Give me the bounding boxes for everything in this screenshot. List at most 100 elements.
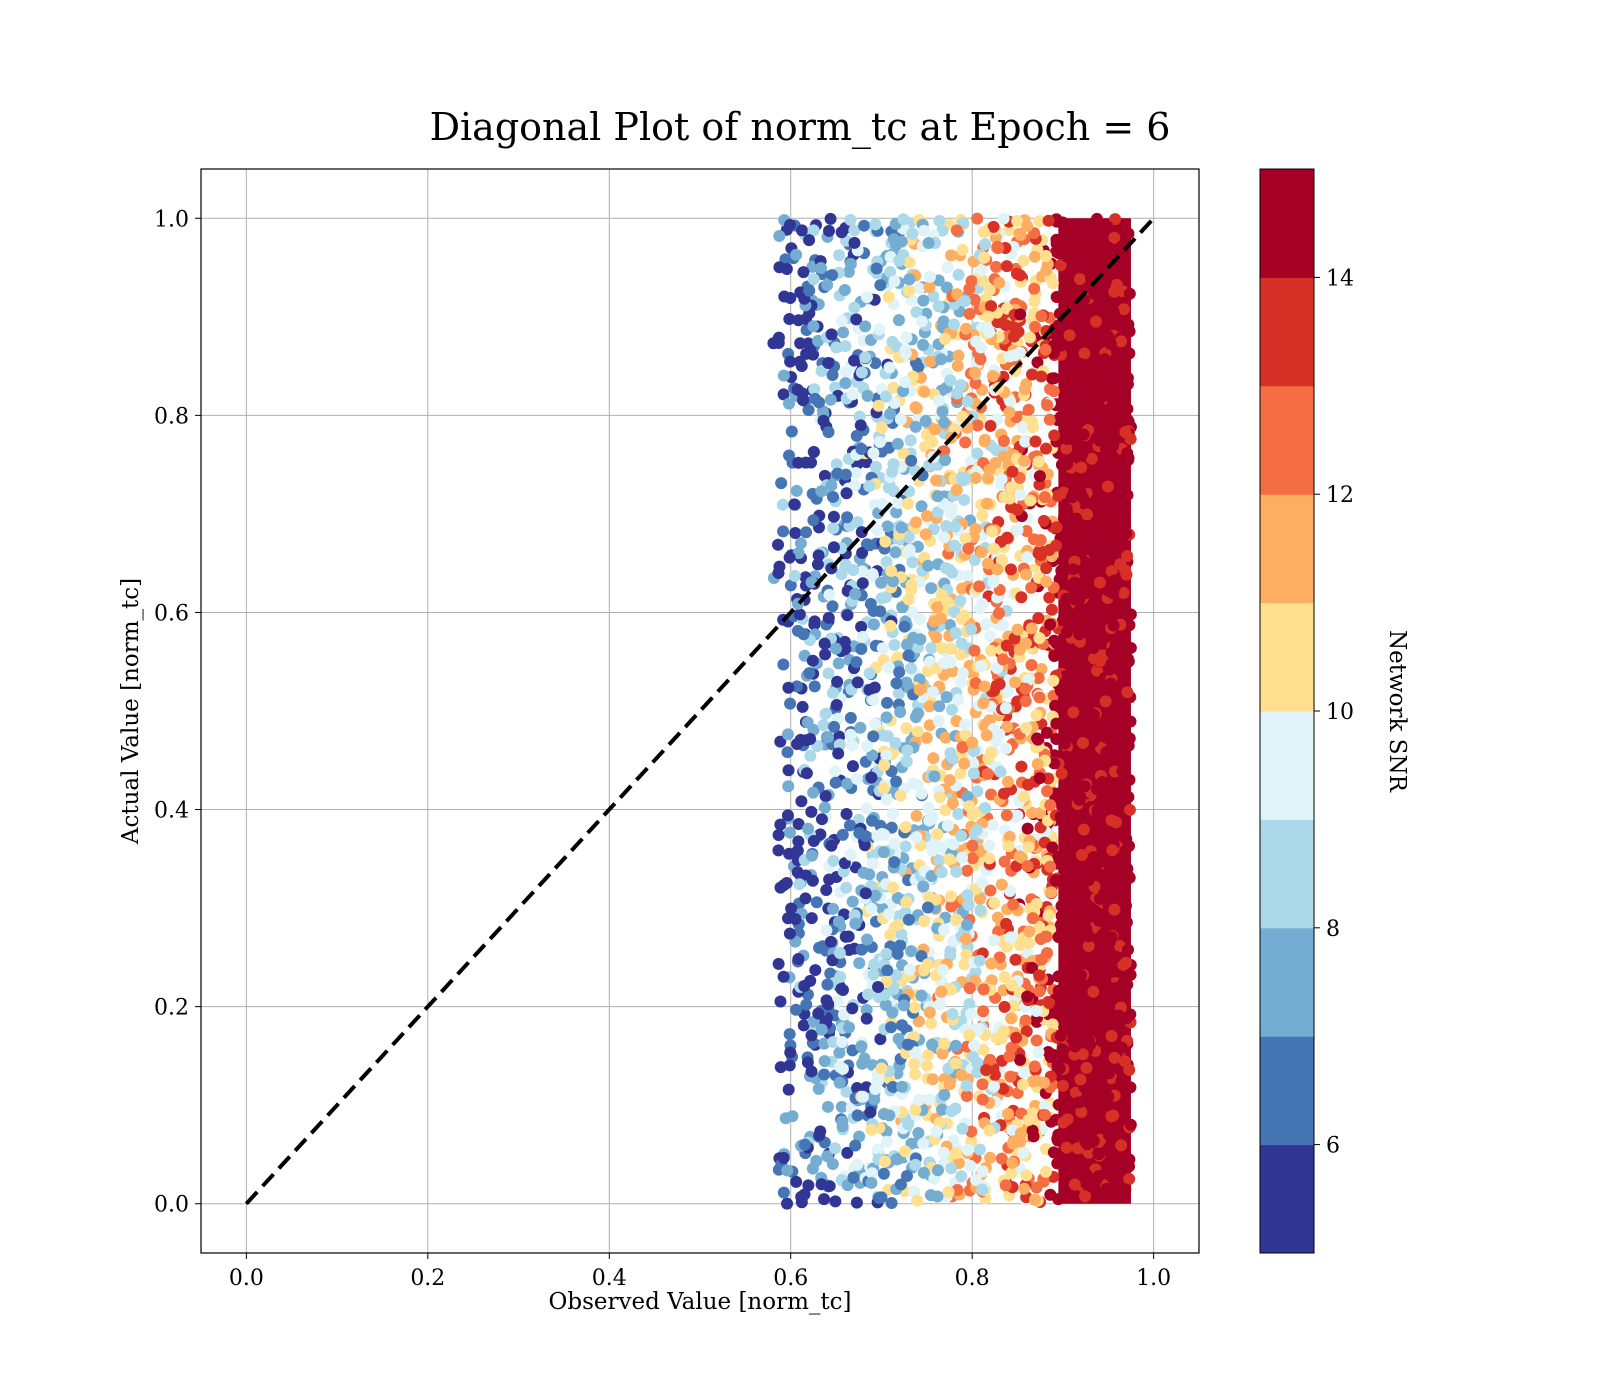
scatter-point	[827, 541, 840, 554]
scatter-point	[889, 546, 902, 559]
scatter-point	[970, 824, 983, 837]
scatter-point	[1000, 260, 1013, 273]
scatter-point	[925, 582, 938, 595]
scatter-point	[1123, 619, 1136, 632]
scatter-point	[836, 828, 849, 841]
scatter-point	[1050, 732, 1063, 745]
scatter-point	[868, 958, 881, 971]
scatter-point	[1040, 249, 1053, 262]
scatter-point	[803, 667, 816, 680]
scatter-point	[1071, 376, 1084, 389]
scatter-point	[783, 1059, 796, 1072]
scatter-point	[1062, 1021, 1075, 1034]
scatter-point	[1004, 1070, 1017, 1083]
scatter-point	[1093, 434, 1106, 447]
scatter-point	[783, 218, 796, 231]
scatter-point	[792, 835, 805, 848]
scatter-point	[882, 907, 895, 920]
scatter-point	[881, 964, 894, 977]
scatter-point	[1055, 909, 1068, 922]
scatter-point	[1011, 1087, 1024, 1100]
scatter-point	[1017, 1146, 1030, 1159]
scatter-point	[960, 1079, 973, 1092]
scatter-point	[859, 887, 872, 900]
scatter-point	[971, 212, 984, 225]
scatter-point	[1108, 580, 1121, 593]
scatter-point	[815, 485, 828, 498]
scatter-point	[833, 947, 846, 960]
scatter-point	[865, 1123, 878, 1136]
scatter-point	[961, 864, 974, 877]
scatter-point	[826, 687, 839, 700]
scatter-point	[1031, 732, 1044, 745]
scatter-point	[788, 498, 801, 511]
scatter-point	[890, 239, 903, 252]
colorbar: 6 8 10 12 14	[1259, 168, 1354, 1254]
scatter-point	[849, 587, 862, 600]
scatter-point	[849, 466, 862, 479]
y-axis-label: Actual Value [norm_tc]	[118, 578, 144, 845]
scatter-point	[1001, 685, 1014, 698]
scatter-point	[1081, 1138, 1094, 1151]
scatter-point	[807, 835, 820, 848]
scatter-point	[977, 983, 990, 996]
scatter-point	[1074, 791, 1087, 804]
scatter-point	[821, 1150, 834, 1163]
scatter-point	[1079, 1190, 1092, 1203]
scatter-point	[1004, 395, 1017, 408]
scatter-point	[1044, 382, 1057, 395]
scatter-point	[936, 1047, 949, 1060]
scatter-point	[905, 454, 918, 467]
scatter-point	[832, 657, 845, 670]
scatter-point	[987, 1080, 1000, 1093]
scatter-point	[930, 474, 943, 487]
scatter-point	[1122, 790, 1135, 803]
scatter-point	[1102, 707, 1115, 720]
scatter-point	[855, 620, 868, 633]
scatter-point	[1069, 984, 1082, 997]
scatter-point	[800, 526, 813, 539]
scatter-point	[861, 291, 874, 304]
scatter-point	[964, 1159, 977, 1172]
scatter-point	[1087, 827, 1100, 840]
scatter-point	[815, 813, 828, 826]
scatter-point	[843, 819, 856, 832]
scatter-point	[1073, 273, 1086, 286]
scatter-point	[983, 283, 996, 296]
scatter-point	[784, 579, 797, 592]
scatter-point	[1027, 533, 1040, 546]
scatter-point	[885, 1197, 898, 1210]
scatter-point	[991, 911, 1004, 924]
scatter-point	[931, 506, 944, 519]
scatter-point	[1081, 408, 1094, 421]
scatter-point	[944, 983, 957, 996]
scatter-point	[996, 619, 1009, 632]
scatter-point	[1075, 461, 1088, 474]
scatter-point	[985, 957, 998, 970]
scatter-point	[930, 1125, 943, 1138]
scatter-point	[938, 445, 951, 458]
scatter-point	[1039, 343, 1052, 356]
scatter-point	[977, 697, 990, 710]
scatter-point	[999, 318, 1012, 331]
scatter-point	[1013, 346, 1026, 359]
scatter-point	[1083, 698, 1096, 711]
scatter-point	[903, 543, 916, 556]
scatter-point	[822, 998, 835, 1011]
scatter-point	[796, 387, 809, 400]
scatter-point	[1056, 998, 1069, 1011]
scatter-point	[992, 242, 1005, 255]
scatter-point	[1022, 403, 1035, 416]
scatter-point	[1077, 736, 1090, 749]
scatter-point	[1098, 726, 1111, 739]
scatter-point	[797, 266, 810, 279]
scatter-point	[1001, 531, 1014, 544]
scatter-point	[850, 429, 863, 442]
scatter-point	[978, 251, 991, 264]
scatter-point	[922, 801, 935, 814]
scatter-point	[806, 654, 819, 667]
scatter-point	[875, 1062, 888, 1075]
scatter-point	[819, 790, 832, 803]
scatter-point	[935, 985, 948, 998]
scatter-point	[1100, 934, 1113, 947]
